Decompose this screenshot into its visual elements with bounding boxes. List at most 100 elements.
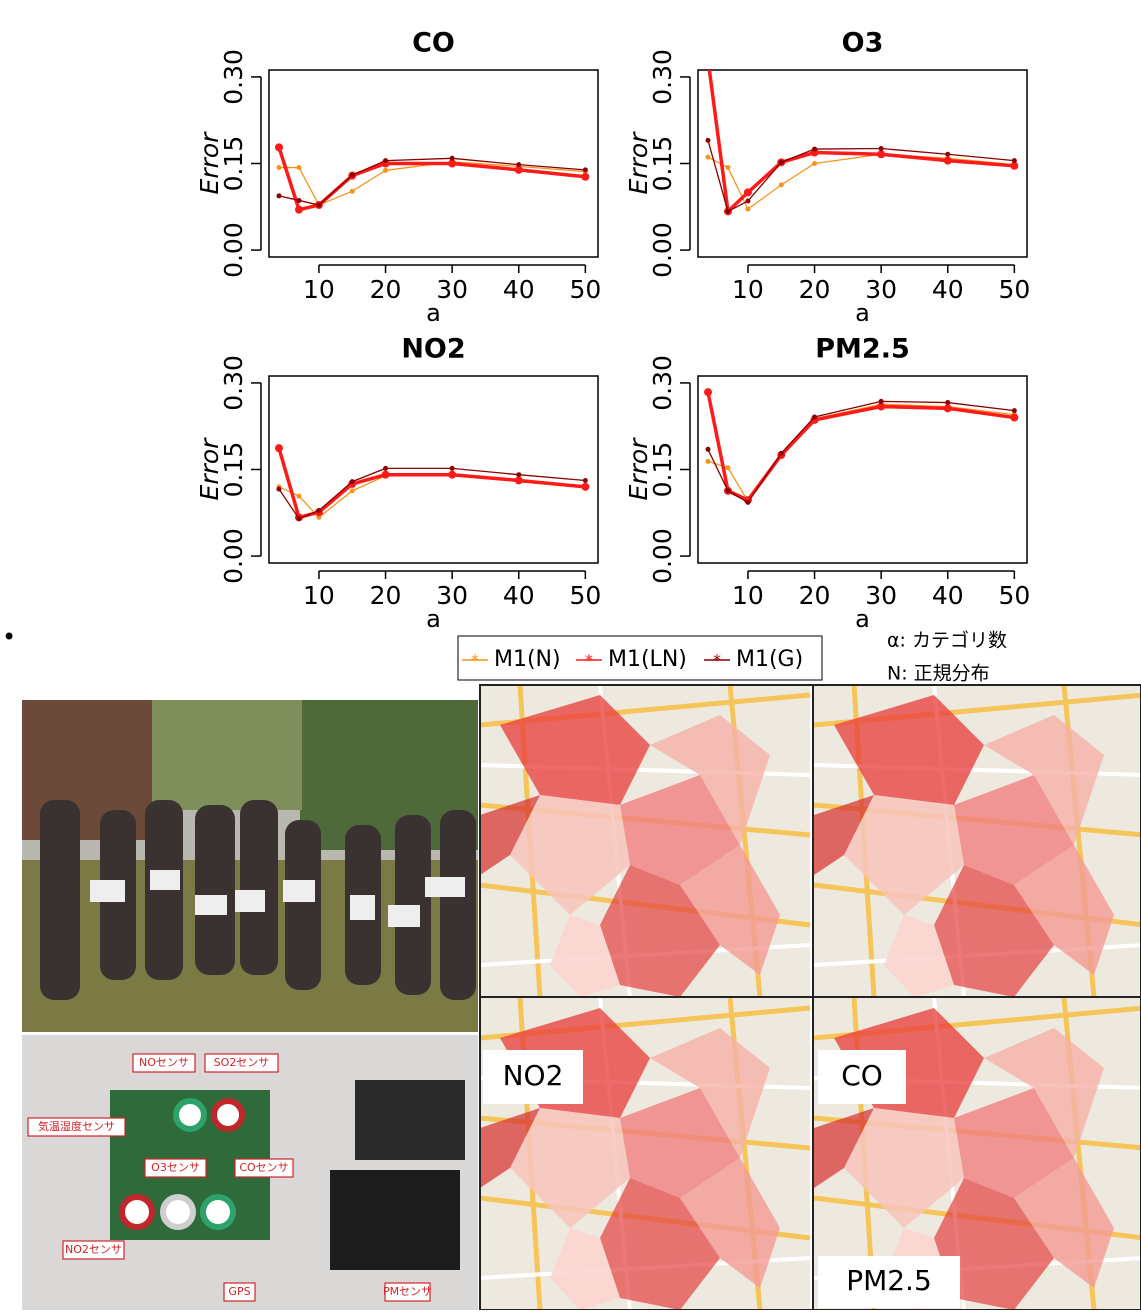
data-point [1010, 413, 1019, 422]
data-point [1011, 158, 1017, 164]
y-tick-label: 0.30 [219, 355, 248, 411]
sensor-label: SO2センサ [214, 1056, 270, 1069]
data-point [725, 165, 731, 171]
data-point [705, 446, 711, 452]
data-point [349, 479, 355, 485]
x-tick-label: 30 [436, 275, 468, 304]
x-tick-label: 30 [865, 581, 897, 610]
data-point [276, 165, 282, 171]
data-point [943, 156, 952, 165]
data-point [274, 444, 283, 453]
data-point [582, 477, 588, 483]
maps [480, 685, 1141, 1310]
x-tick-label: 10 [303, 275, 335, 304]
series-line [707, 140, 1015, 213]
x-axis-label: a [426, 605, 441, 633]
sensor-label-box [223, 1282, 256, 1302]
plot-box [268, 375, 599, 564]
data-point [274, 143, 283, 152]
legend-marker: * [713, 651, 721, 670]
plot-area [274, 444, 590, 522]
data-point [349, 172, 355, 178]
sensor-label-box [204, 1053, 279, 1073]
plot-area [704, 56, 1019, 216]
data-point [296, 516, 302, 522]
legend-label: M1(G) [736, 647, 803, 672]
x-tick-label: 40 [503, 581, 535, 610]
legend-label: M1(N) [494, 647, 561, 672]
data-point [1011, 408, 1017, 414]
x-tick-label: 30 [865, 275, 897, 304]
legend-box [457, 635, 823, 681]
data-point [705, 154, 711, 160]
data-point [296, 197, 302, 203]
data-point [514, 476, 523, 485]
x-axis-label: a [855, 605, 870, 633]
sensor-label-box [234, 1158, 294, 1178]
series-line [278, 467, 586, 520]
data-point [296, 165, 302, 171]
annotation: α: カテゴリ数 [887, 630, 1007, 652]
data-point [945, 400, 951, 406]
data-point [516, 472, 522, 478]
map-label: CO [841, 1059, 883, 1092]
data-point [704, 56, 712, 64]
y-axis-label: Error [624, 437, 653, 501]
data-point [383, 158, 389, 164]
data-point [582, 167, 588, 173]
x-tick-label: 30 [436, 581, 468, 610]
sensor-label-box [384, 1282, 431, 1302]
x-tick-label: 40 [503, 275, 535, 304]
chart-title: NO2 [401, 334, 465, 365]
plot-area [703, 388, 1019, 505]
data-point [725, 465, 731, 471]
x-axis-label: a [426, 299, 441, 327]
data-point [383, 167, 389, 173]
x-tick-label: 50 [998, 581, 1030, 610]
y-tick-label: 0.00 [648, 222, 677, 278]
data-point [745, 499, 751, 505]
sensor-label: 気温湿度センサ [38, 1119, 115, 1133]
annotation: N: 正規分布 [887, 663, 990, 685]
y-tick-label: 0.15 [219, 136, 248, 192]
data-point [296, 493, 302, 499]
data-point [878, 145, 884, 151]
series-line [278, 161, 586, 206]
x-tick-label: 20 [370, 275, 402, 304]
chart-title: PM2.5 [815, 334, 910, 365]
data-point [945, 151, 951, 157]
sensor-label: NOセンサ [139, 1056, 189, 1069]
data-point [705, 137, 711, 143]
y-axis-label: Error [195, 437, 224, 501]
y-tick-label: 0.15 [648, 136, 677, 192]
data-point [449, 155, 455, 161]
sensor-label-box [27, 1117, 126, 1137]
x-tick-label: 50 [998, 275, 1030, 304]
data-point [383, 465, 389, 471]
data-point [705, 458, 711, 464]
data-point [581, 482, 590, 491]
data-point [448, 159, 457, 168]
data-point [349, 188, 355, 194]
data-point [778, 450, 784, 456]
sensor-label-box [62, 1240, 125, 1260]
sensor-label: NO2センサ [65, 1243, 122, 1256]
data-point [745, 206, 751, 212]
x-tick-label: 10 [732, 581, 764, 610]
sensor-label-box [144, 1158, 207, 1178]
x-tick-label: 10 [303, 581, 335, 610]
x-tick-label: 20 [799, 581, 831, 610]
series-line [277, 447, 586, 520]
x-tick-label: 40 [932, 581, 964, 610]
series-line [707, 400, 1015, 504]
data-point [877, 402, 886, 411]
legend: * M1(N) * M1(LN) * M1(G) [457, 635, 823, 681]
data-point [878, 398, 884, 404]
series-line [278, 157, 586, 206]
data-point [943, 404, 952, 413]
x-tick-label: 20 [370, 581, 402, 610]
series-line [707, 153, 1015, 211]
data-point [745, 198, 751, 204]
plot-area [274, 143, 590, 214]
